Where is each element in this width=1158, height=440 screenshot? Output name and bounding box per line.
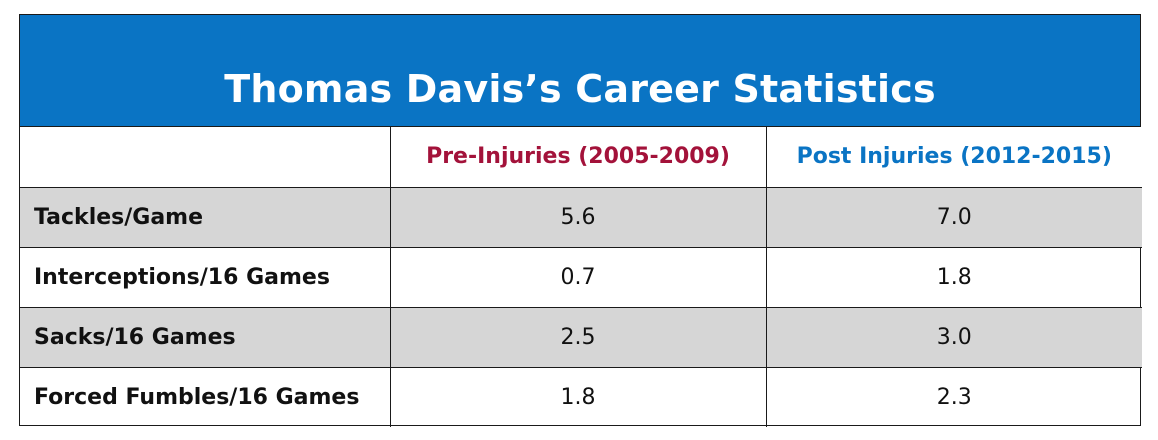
header-row: Pre-Injuries (2005-2009) Post Injuries (… — [20, 127, 1142, 188]
post-injuries-value: 3.0 — [766, 307, 1142, 368]
pre-injuries-value: 2.5 — [390, 307, 767, 368]
stats-grid: Pre-Injuries (2005-2009) Post Injuries (… — [20, 127, 1142, 427]
pre-injuries-value: 0.7 — [390, 247, 767, 308]
header-post-injuries: Post Injuries (2012-2015) — [766, 127, 1142, 188]
table-row: Sacks/16 Games 2.5 3.0 — [20, 307, 1142, 368]
row-label: Tackles/Game — [20, 187, 391, 248]
pre-injuries-value: 1.8 — [390, 367, 767, 427]
header-empty-cell — [20, 127, 391, 188]
row-label: Forced Fumbles/16 Games — [20, 367, 391, 427]
row-label: Sacks/16 Games — [20, 307, 391, 368]
title-bar: Thomas Davis’s Career Statistics — [20, 15, 1140, 127]
table-title: Thomas Davis’s Career Statistics — [224, 66, 936, 111]
header-pre-injuries: Pre-Injuries (2005-2009) — [390, 127, 767, 188]
table-row: Forced Fumbles/16 Games 1.8 2.3 — [20, 367, 1142, 427]
stats-table: Thomas Davis’s Career Statistics Pre-Inj… — [19, 14, 1142, 427]
post-injuries-value: 2.3 — [936, 384, 972, 410]
table-row: Interceptions/16 Games 0.7 1.8 — [20, 247, 1142, 308]
pre-injuries-value: 5.6 — [390, 187, 767, 248]
post-injuries-value: 7.0 — [766, 187, 1142, 248]
row-label: Interceptions/16 Games — [20, 247, 391, 308]
post-injuries-value: 1.8 — [766, 247, 1142, 308]
table-row: Tackles/Game 5.6 7.0 — [20, 187, 1142, 248]
